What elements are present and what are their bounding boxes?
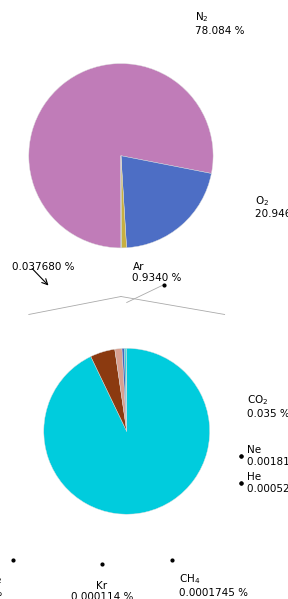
Wedge shape <box>121 156 127 248</box>
Wedge shape <box>122 349 127 431</box>
Text: 0.037680 %: 0.037680 % <box>12 262 74 271</box>
Text: N$_2$
78.084 %: N$_2$ 78.084 % <box>195 11 244 36</box>
Wedge shape <box>115 349 127 431</box>
Text: Ar
0.9340 %: Ar 0.9340 % <box>132 262 182 283</box>
Wedge shape <box>91 349 127 431</box>
Wedge shape <box>124 349 127 431</box>
Text: Ne
0.001818 %: Ne 0.001818 % <box>247 446 288 467</box>
Text: CO$_2$
0.035 %: CO$_2$ 0.035 % <box>247 394 288 419</box>
Text: H$_2$
0.000055 %: H$_2$ 0.000055 % <box>0 572 2 598</box>
Text: CH$_4$
0.0001745 %: CH$_4$ 0.0001745 % <box>179 572 248 598</box>
Wedge shape <box>44 349 210 514</box>
Text: He
0.000524 %: He 0.000524 % <box>247 473 288 494</box>
Text: O$_2$
20.946 %: O$_2$ 20.946 % <box>255 193 288 219</box>
Text: Kr
0.000114 %: Kr 0.000114 % <box>71 580 133 599</box>
Wedge shape <box>121 156 211 248</box>
Wedge shape <box>29 63 213 248</box>
Wedge shape <box>126 349 127 431</box>
